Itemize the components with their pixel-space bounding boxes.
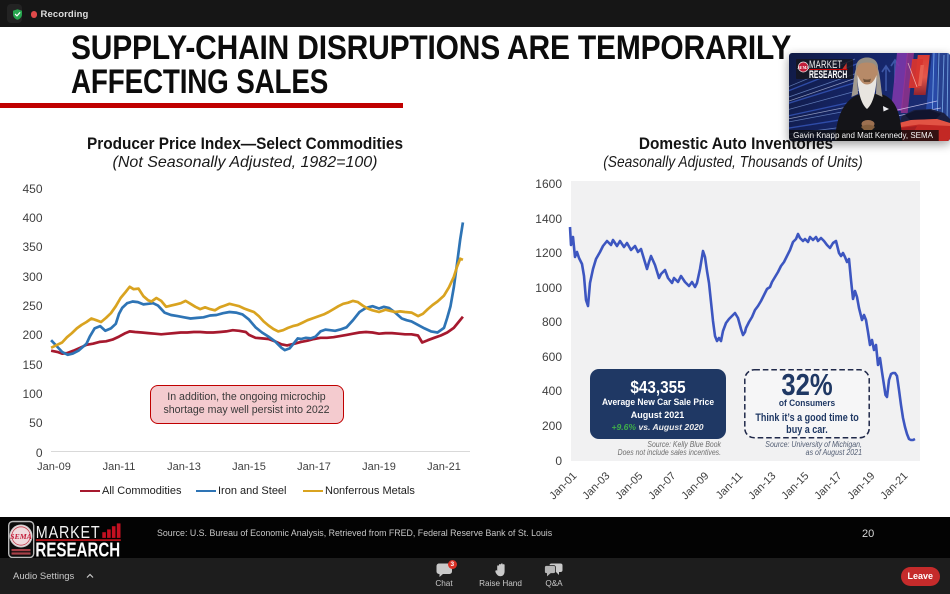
svg-text:MARKET: MARKET — [36, 524, 101, 543]
svg-text:SEMA: SEMA — [797, 65, 809, 70]
svg-text:SEMA: SEMA — [10, 532, 32, 541]
svg-text:RESEARCH: RESEARCH — [35, 538, 120, 558]
